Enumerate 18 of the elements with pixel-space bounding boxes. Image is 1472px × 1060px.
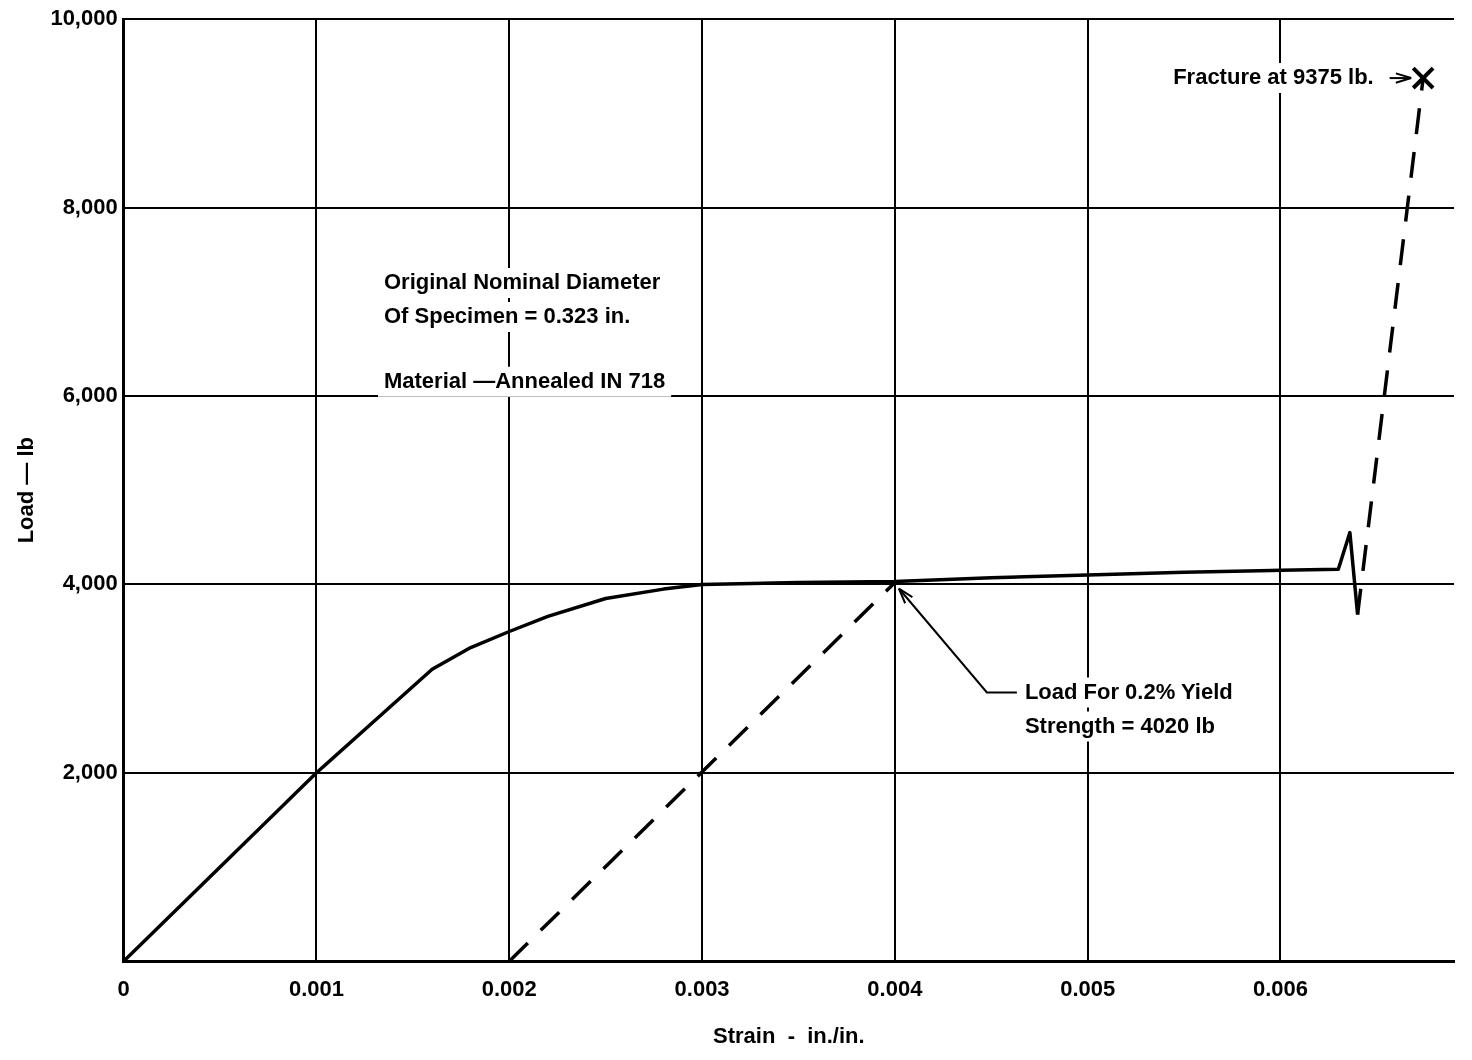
y-tick-label: 8,000 [62, 193, 118, 219]
x-tick-label: 0.006 [1252, 976, 1309, 1002]
y-axis-title: Load — lb [13, 437, 39, 544]
annotation: Original Nominal Diameter Of Specimen = 0.323 in. [383, 269, 661, 329]
x-tick-label: 0.002 [481, 976, 537, 1002]
x-tick-label: 0.004 [867, 976, 924, 1002]
annotation: Load For 0.2% Yield Strength = 4020 lb [1024, 678, 1233, 738]
y-tick-label: 2,000 [62, 758, 118, 784]
x-tick-label: 0.001 [288, 976, 345, 1002]
x-tick-label: 0.003 [674, 976, 730, 1002]
x-tick-label: 0.005 [1060, 976, 1116, 1002]
x-axis-title: Strain - in./in. [713, 1022, 865, 1048]
y-tick-label: 4,000 [62, 570, 118, 596]
annotation: Fracture at 9375 lb. [1173, 64, 1374, 90]
annotation: Material —Annealed IN 718 [383, 367, 666, 393]
y-tick-label: 6,000 [62, 382, 118, 408]
x-tick-label: 0 [117, 976, 130, 1002]
y-tick-label: 10,000 [50, 5, 118, 31]
